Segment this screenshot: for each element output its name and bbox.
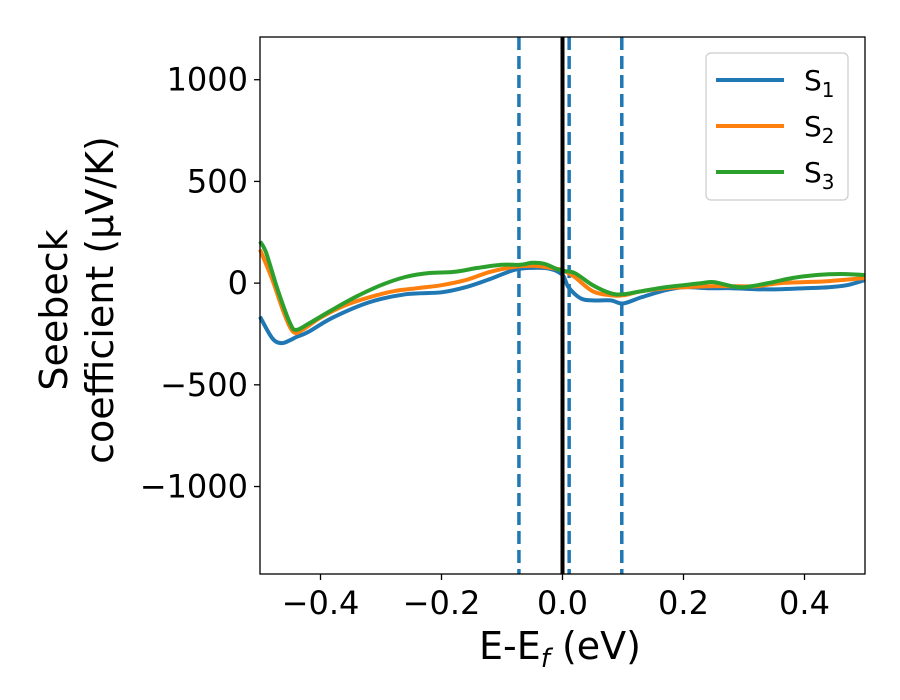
y-tick-label: 500 [187, 162, 248, 200]
legend: S1 S2 S3 [705, 52, 849, 201]
x-tick-label: 0.2 [658, 584, 709, 622]
x-axis-title-main: E-E [479, 624, 541, 668]
y-axis-title-line1: Seebeck [32, 229, 76, 390]
x-axis-title: E-Ef (eV) [479, 624, 641, 674]
y-axis-title: Seebeck coefficient (μV/K) [32, 136, 122, 464]
vertical-lines [517, 37, 624, 574]
y-tick-label: 0 [228, 264, 248, 302]
x-axis-ticks: −0.4 −0.2 0.0 0.2 0.4 [282, 574, 830, 622]
legend-label-s3: S3 [804, 156, 835, 194]
x-tick-label: 0.4 [779, 584, 830, 622]
y-tick-label: 1000 [167, 61, 248, 99]
x-tick-label: 0.0 [537, 584, 588, 622]
y-tick-label: −1000 [140, 468, 248, 506]
x-tick-label: −0.4 [282, 584, 360, 622]
legend-label-s1: S1 [804, 64, 835, 102]
series-lines [258, 37, 866, 574]
x-tick-label: −0.2 [403, 584, 481, 622]
series-line-s3 [258, 240, 866, 332]
y-axis-ticks: 1000 500 0 −500 −1000 [140, 61, 260, 506]
y-axis-title-line2: coefficient (μV/K) [78, 136, 122, 464]
legend-label-s2: S2 [804, 110, 835, 148]
series-line-s1 [258, 265, 866, 346]
x-axis-title-rest: (eV) [550, 624, 641, 668]
y-tick-label: −500 [160, 366, 248, 404]
